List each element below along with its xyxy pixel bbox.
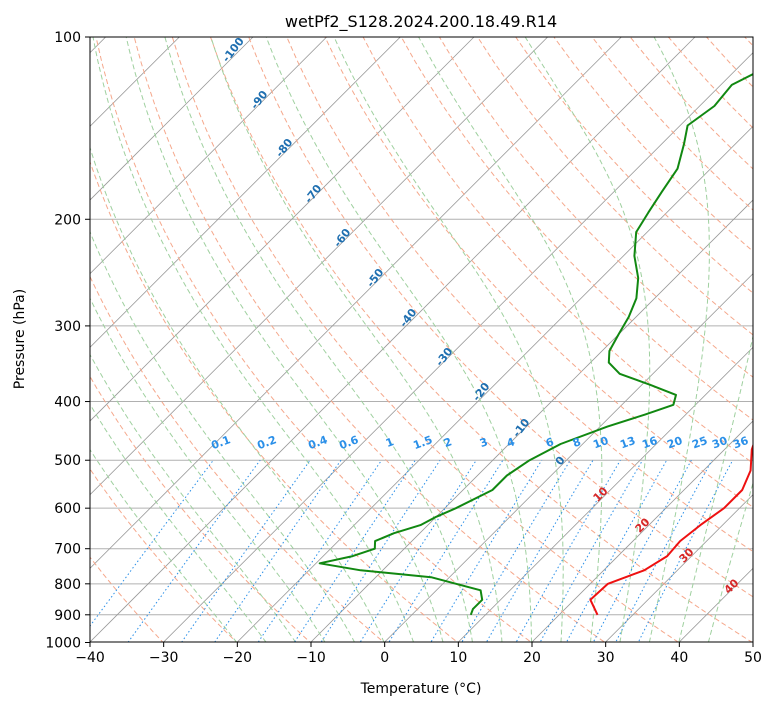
y-tick-label: 1000 xyxy=(45,636,81,652)
x-tick-label: 30 xyxy=(597,650,615,666)
x-tick-label: −40 xyxy=(75,650,105,666)
y-axis-label: Pressure (hPa) xyxy=(12,289,28,389)
y-tick-label: 900 xyxy=(54,608,81,624)
y-tick-label: 600 xyxy=(54,501,81,517)
x-tick-label: 20 xyxy=(523,650,541,666)
x-tick-label: −20 xyxy=(223,650,253,666)
y-tick-label: 400 xyxy=(54,395,81,411)
y-tick-label: 500 xyxy=(54,453,81,469)
x-tick-label: 40 xyxy=(670,650,688,666)
x-axis-label: Temperature (°C) xyxy=(360,681,482,697)
y-tick-label: 300 xyxy=(54,319,81,335)
chart-title: wetPf2_S128.2024.200.18.49.R14 xyxy=(285,12,557,32)
x-tick-label: −30 xyxy=(149,650,179,666)
y-tick-label: 800 xyxy=(54,577,81,593)
x-tick-label: −10 xyxy=(296,650,326,666)
x-tick-label: 0 xyxy=(380,650,389,666)
x-tick-label: 10 xyxy=(449,650,467,666)
y-tick-label: 100 xyxy=(54,30,81,46)
x-tick-label: 50 xyxy=(744,650,762,666)
y-tick-label: 200 xyxy=(54,212,81,228)
y-tick-label: 700 xyxy=(54,542,81,558)
